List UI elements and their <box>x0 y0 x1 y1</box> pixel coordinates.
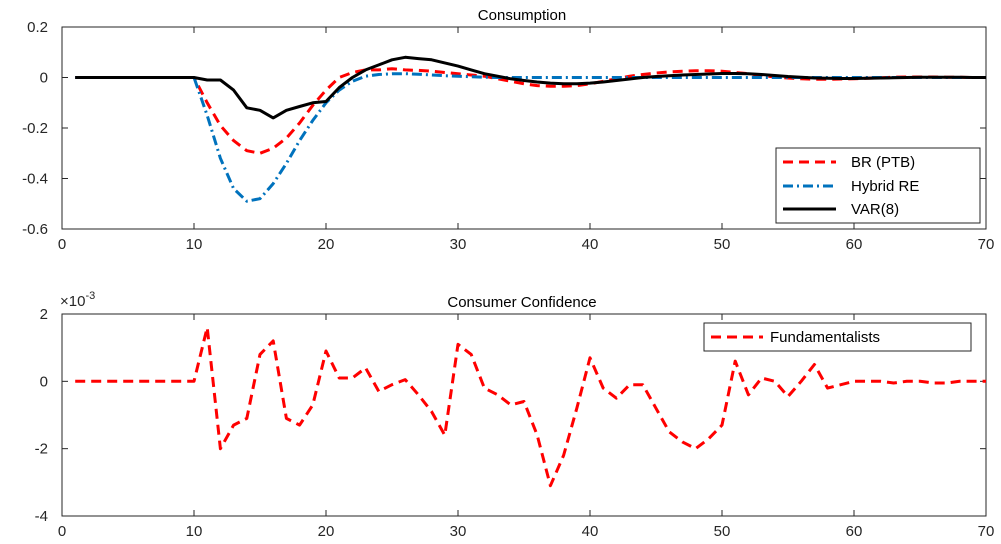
legend-label-var8: VAR(8) <box>851 201 899 218</box>
y-tick-label: 0.2 <box>27 19 48 36</box>
x-tick-label: 50 <box>714 523 731 540</box>
x-tick-label: 20 <box>318 236 335 253</box>
series-line-fundamentalists <box>75 326 986 488</box>
legend-label-br-ptb: BR (PTB) <box>851 154 915 171</box>
x-tick-label: 0 <box>58 523 66 540</box>
y-axis-exponent-power: -3 <box>85 290 95 302</box>
consumer-confidence-series <box>75 326 986 488</box>
series-line-var-8 <box>75 55 986 120</box>
x-tick-label: 50 <box>714 236 731 253</box>
y-tick-label: -0.6 <box>22 221 48 238</box>
y-tick-label: -0.2 <box>22 120 48 137</box>
legend-label-fundamentalists: Fundamentalists <box>770 329 880 346</box>
consumer-confidence-chart: Consumer Confidence ×10-3 0 10 20 30 40 50 60 7… <box>35 290 995 540</box>
x-tick-label: 0 <box>58 236 66 253</box>
x-tick-label: 60 <box>846 523 863 540</box>
consumer-confidence-ticks: 0 10 20 30 40 50 60 70 -4 -2 0 2 <box>35 306 995 540</box>
consumption-series <box>75 55 986 203</box>
x-tick-label: 30 <box>450 523 467 540</box>
y-axis-exponent: ×10-3 <box>60 290 95 310</box>
x-tick-label: 20 <box>318 523 335 540</box>
x-tick-label: 10 <box>186 236 203 253</box>
consumption-chart: Consumption 0 10 20 30 40 50 60 70-0.6-0.4-0.20… <box>22 7 994 253</box>
x-tick-label: 60 <box>846 236 863 253</box>
consumption-ticks: 0 10 20 30 40 50 60 70 -0.6 -0.4 -0.2 0 0.2 <box>22 19 994 253</box>
y-tick-label: -2 <box>35 441 48 458</box>
y-tick-label: 0 <box>40 70 48 87</box>
consumption-legend: BR (PTB) Hybrid RE VAR(8) <box>775 147 981 224</box>
consumer-confidence-legend: Fundamentalists <box>703 322 972 352</box>
y-tick-label: 2 <box>40 306 48 323</box>
consumer-confidence-chart-title: Consumer Confidence <box>447 294 596 311</box>
x-tick-label: 70 <box>978 523 995 540</box>
x-tick-label: 40 <box>582 523 599 540</box>
y-tick-label: 0 <box>40 373 48 390</box>
consumption-chart-title: Consumption <box>478 7 566 24</box>
x-tick-label: 30 <box>450 236 467 253</box>
x-tick-label: 40 <box>582 236 599 253</box>
y-tick-label: -0.4 <box>22 171 48 188</box>
y-tick-label: -4 <box>35 508 48 525</box>
x-tick-label: 10 <box>186 523 203 540</box>
x-tick-label: 70 <box>978 236 995 253</box>
legend-label-hybrid-re: Hybrid RE <box>851 178 919 195</box>
